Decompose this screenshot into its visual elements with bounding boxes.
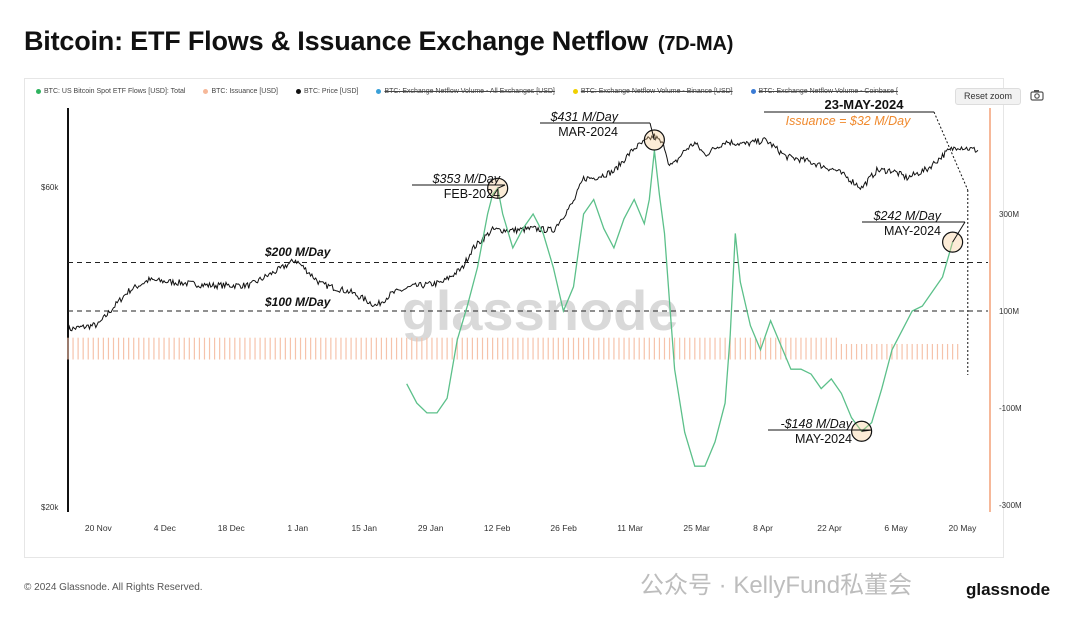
callout-issuance: Issuance = $32 M/Day	[786, 114, 911, 128]
legend-dot-icon	[750, 88, 756, 94]
x-axis-tick-label: 18 Dec	[218, 523, 246, 533]
legend-dot-icon	[572, 88, 578, 94]
brand-logo: glassnode	[966, 580, 1051, 599]
annotation-value-0: $353 M/Day	[432, 172, 501, 186]
annotation-date-1: MAR-2024	[558, 125, 618, 139]
legend-label: BTC: Exchange Netflow Volume - All Excha…	[384, 88, 555, 95]
chart-title-main: Bitcoin: ETF Flows & Issuance Exchange N…	[24, 26, 648, 56]
chart-title-suffix: (7D-MA)	[657, 33, 734, 55]
legend-item-1[interactable]: BTC: Issuance [USD]	[203, 88, 278, 95]
legend-label: BTC: US Bitcoin Spot ETF Flows [USD]: To…	[44, 88, 186, 95]
legend-item-0[interactable]: BTC: US Bitcoin Spot ETF Flows [USD]: To…	[36, 88, 185, 95]
legend-item-5[interactable]: BTC: Exchange Netflow Volume - Coinbase …	[750, 88, 898, 95]
annotation-value-1: $431 M/Day	[550, 110, 619, 124]
legend-label: BTC: Exchange Netflow Volume - Coinbase …	[758, 88, 898, 95]
social-watermark: 公众号 · KellyFund私董会	[640, 572, 913, 599]
x-axis-tick-label: 15 Jan	[351, 523, 377, 533]
annotation-date-2: MAY-2024	[884, 224, 941, 238]
callout-leader	[933, 111, 969, 191]
camera-icon-glyph	[1030, 90, 1044, 101]
annotation-value-2: $242 M/Day	[873, 209, 942, 223]
legend-label: BTC: Price [USD]	[304, 88, 359, 95]
annotation-date-0: FEB-2024	[444, 187, 500, 201]
issuance-series	[67, 337, 959, 360]
legend-label: BTC: Exchange Netflow Volume - Binance […	[580, 88, 733, 95]
legend-dot-icon	[203, 88, 209, 94]
legend-dot-icon	[36, 88, 41, 94]
legend-dot-icon	[376, 88, 382, 94]
threshold-label-1: $100 M/Day	[264, 295, 332, 309]
annotation-leader-2	[952, 221, 966, 243]
x-axis-tick-label: 12 Feb	[484, 523, 511, 533]
x-axis-tick-label: 4 Dec	[154, 523, 177, 533]
annotation-date-3: MAY-2024	[795, 432, 852, 446]
right-axis-tick-label: -100M	[999, 404, 1022, 413]
x-axis-tick-label: 1 Jan	[287, 523, 308, 533]
reset-zoom-button[interactable]: Reset zoom	[955, 88, 1021, 105]
legend-dot-icon	[296, 88, 301, 94]
x-axis-tick-label: 26 Feb	[550, 523, 577, 533]
annotation-leader-0	[497, 184, 506, 189]
x-axis-tick-label: 20 May	[949, 523, 978, 533]
legend-item-4[interactable]: BTC: Exchange Netflow Volume - Binance […	[572, 88, 733, 95]
right-axis-tick-label: -300M	[999, 501, 1022, 510]
legend-label: BTC: Issuance [USD]	[211, 88, 278, 95]
threshold-label-0: $200 M/Day	[264, 245, 332, 259]
x-axis-tick-label: 8 Apr	[753, 523, 773, 533]
right-axis-tick-label: 100M	[999, 307, 1019, 316]
annotation-value-3: -$148 M/Day	[780, 417, 852, 431]
x-axis-tick-label: 6 May	[884, 523, 908, 533]
annotation-leader-3	[861, 429, 873, 432]
chart-panel	[24, 78, 1004, 558]
left-axis-tick-label: $60k	[41, 183, 59, 192]
annotation-leader-1	[649, 122, 655, 141]
x-axis-tick-label: 20 Nov	[85, 523, 113, 533]
left-axis-tick-label: $20k	[41, 503, 59, 512]
right-axis-tick-label: 300M	[999, 210, 1019, 219]
x-axis-tick-label: 29 Jan	[418, 523, 444, 533]
copyright-text: © 2024 Glassnode. All Rights Reserved.	[24, 582, 203, 593]
x-axis-tick-label: 25 Mar	[683, 523, 710, 533]
camera-icon[interactable]	[1030, 89, 1044, 101]
chart-legend: BTC: US Bitcoin Spot ETF Flows [USD]: To…	[36, 88, 916, 95]
callout-date: 23-MAY-2024	[824, 97, 904, 112]
legend-item-3[interactable]: BTC: Exchange Netflow Volume - All Excha…	[376, 88, 555, 95]
x-axis-tick-label: 11 Mar	[617, 523, 643, 533]
legend-item-2[interactable]: BTC: Price [USD]	[296, 88, 358, 95]
chart-title: Bitcoin: ETF Flows & Issuance Exchange N…	[24, 26, 733, 57]
x-axis-tick-label: 22 Apr	[817, 523, 842, 533]
